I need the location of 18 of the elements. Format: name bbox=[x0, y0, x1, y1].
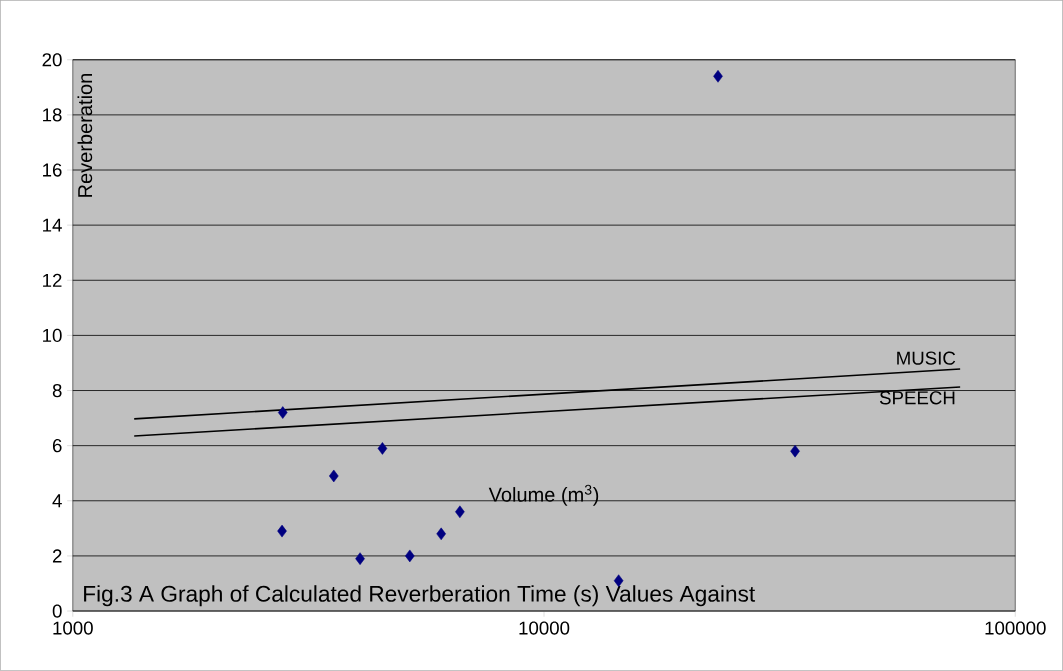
y-tick-label: 20 bbox=[42, 53, 62, 67]
y-tick-label: 2 bbox=[52, 549, 62, 563]
x-tick-label: 100000 bbox=[985, 621, 1046, 635]
x-tick-label: 10000 bbox=[519, 621, 570, 635]
series-label: MUSIC bbox=[897, 351, 956, 365]
series-label: SPEECH bbox=[879, 391, 955, 405]
y-tick-label: 6 bbox=[52, 439, 62, 453]
y-tick-label: 18 bbox=[43, 108, 62, 122]
y-axis-title: Reverberation bbox=[77, 74, 93, 197]
y-tick-label: 14 bbox=[43, 218, 62, 232]
text: Fig.3 A Graph of Calculated Reverberation Time (s) Values Against bbox=[84, 585, 756, 607]
y-tick-label: 4 bbox=[52, 494, 62, 508]
y-tick-label: 16 bbox=[43, 163, 62, 177]
y-tick-label: 0 bbox=[52, 604, 62, 618]
x-tick-label: 1000 bbox=[53, 621, 93, 635]
y-tick-label: 10 bbox=[43, 328, 62, 343]
y-tick-label: 12 bbox=[43, 273, 62, 287]
y-tick-label: 8 bbox=[52, 383, 62, 398]
